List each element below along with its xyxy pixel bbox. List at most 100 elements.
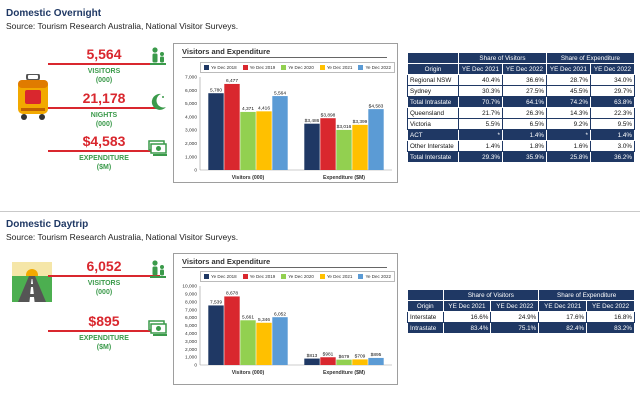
table-row-label: Total Intrastate <box>407 96 459 108</box>
legend-item: Ye Dec 2018 <box>201 63 240 72</box>
table-cell: 29.7% <box>589 85 636 97</box>
table-cell: 1.4% <box>501 129 547 141</box>
legend-label: Ye Dec 2020 <box>288 274 314 279</box>
bar <box>320 118 336 170</box>
overnight-table-body: Regional NSW 40.4% 36.6% 28.7% 34.0% Sydney 30… <box>407 74 636 163</box>
data-label: $3,016 <box>337 124 352 130</box>
table-column-header: YE Dec 2022 <box>589 63 636 75</box>
table-group-header: Share of Expenditure <box>545 52 636 64</box>
kpi-unit: (000) <box>95 121 113 128</box>
table-cell: 17.6% <box>538 311 588 323</box>
suitcase-icon <box>18 74 48 120</box>
kpi-underline <box>48 275 160 277</box>
money-icon <box>148 140 167 156</box>
table-group-header: Share of Expenditure <box>538 289 635 301</box>
table-column-header: YE Dec 2021 <box>538 300 588 312</box>
x-category-label: Expenditure ($M) <box>323 370 365 376</box>
overnight-section-title: Domestic Overnight <box>6 8 102 19</box>
bar <box>304 358 320 365</box>
bar <box>336 129 352 170</box>
table-cell: 75.1% <box>490 322 540 334</box>
daytrip-source-note: Source: Tourism Research Australia, Nati… <box>6 232 239 242</box>
legend-item: Ye Dec 2019 <box>240 272 279 281</box>
legend-label: Ye Dec 2018 <box>211 65 237 70</box>
table-row-label: Sydney <box>407 85 459 97</box>
kpi-unit: ($M) <box>96 344 112 351</box>
bar <box>352 124 368 170</box>
table-cell: 1.4% <box>457 140 503 152</box>
y-tick-label: 2,000 <box>185 347 197 353</box>
data-label: 4,371 <box>242 106 254 112</box>
y-tick-label: 4,000 <box>185 331 197 337</box>
kpi-unit: (000) <box>95 77 113 84</box>
legend-item: Ye Dec 2020 <box>278 63 317 72</box>
kpi-unit: ($M) <box>96 164 112 171</box>
money-icon <box>148 320 167 336</box>
table-cell: 83.4% <box>442 322 492 334</box>
table-column-header: YE Dec 2021 <box>545 63 591 75</box>
kpi-value: 5,564 <box>86 46 122 62</box>
y-tick-label: 1,000 <box>185 355 197 361</box>
table-cell: 83.2% <box>586 322 635 334</box>
daytrip-section-title: Domestic Daytrip <box>6 219 89 230</box>
overnight-source-note: Source: Tourism Research Australia, Nati… <box>6 21 239 31</box>
legend-swatch <box>358 274 364 279</box>
moon-icon <box>151 93 166 110</box>
table-corner-cell <box>407 52 459 64</box>
data-label: 6,477 <box>226 78 238 84</box>
bar <box>224 83 240 170</box>
table-row: Queensland 21.7% 26.3% 14.3% 22.3% <box>407 107 636 119</box>
bar <box>368 109 384 170</box>
legend-swatch <box>204 65 209 70</box>
legend-swatch <box>319 274 325 279</box>
daytrip-table-body: Interstate 16.6% 24.9% 17.6% 16.8% Intrastate… <box>407 311 635 334</box>
y-tick-label: 3,000 <box>185 128 197 134</box>
data-label: $3,898 <box>321 112 336 118</box>
section-divider <box>0 211 640 212</box>
kpi-underline <box>48 63 160 65</box>
table-row: Regional NSW 40.4% 36.6% 28.7% 34.0% <box>407 74 636 86</box>
table-row: Total Intrastate 70.7% 64.1% 74.2% 63.8% <box>407 96 636 108</box>
table-cell: 25.8% <box>545 151 591 163</box>
table-row-label: Queensland <box>407 107 459 119</box>
table-row: Victoria 5.5% 6.5% 9.2% 9.5% <box>407 118 636 130</box>
y-tick-label: 1,000 <box>185 154 197 160</box>
table-row-label: Interstate <box>407 311 444 323</box>
legend-swatch <box>358 65 364 70</box>
kpi-label: NIGHTS <box>90 112 118 119</box>
legend-label: Ye Dec 2022 <box>365 274 392 279</box>
bar <box>224 296 240 365</box>
kpi-underline <box>48 330 160 332</box>
legend-swatch <box>281 274 287 279</box>
x-category-label: Visitors (000) <box>232 370 265 376</box>
table-cell: 9.2% <box>545 118 591 130</box>
table-cell: 36.2% <box>589 151 636 163</box>
kpi-label: VISITORS <box>87 280 121 287</box>
table-row-label: Intrastate <box>407 322 444 334</box>
chart-title-divider <box>182 57 387 58</box>
table-cell: 21.7% <box>457 107 503 119</box>
legend-label: Ye Dec 2018 <box>211 274 237 279</box>
overnight-share-table: Share of Visitors Share of Expenditure O… <box>407 52 636 163</box>
table-cell: 5.5% <box>457 118 503 130</box>
table-cell: 64.1% <box>501 96 547 108</box>
y-tick-label: 0 <box>194 168 197 174</box>
legend-label: Ye Dec 2021 <box>326 274 353 279</box>
table-cell: 9.5% <box>589 118 636 130</box>
table-cell: * <box>545 129 591 141</box>
kpi-underline <box>48 150 160 152</box>
table-cell: 6.5% <box>501 118 547 130</box>
legend-item: Ye Dec 2021 <box>317 272 356 281</box>
table-row-label: Regional NSW <box>407 74 459 86</box>
y-tick-label: 3,000 <box>185 339 197 345</box>
data-label: 5,564 <box>274 90 286 96</box>
table-column-header: Origin <box>407 300 444 312</box>
table-column-header: YE Dec 2022 <box>490 300 540 312</box>
bar <box>256 111 272 170</box>
table-row: Sydney 30.3% 27.5% 45.5% 29.7% <box>407 85 636 97</box>
kpi-value: 21,178 <box>82 90 126 106</box>
data-label: $3,399 <box>353 119 368 125</box>
overnight-visitors-kpi: 5,564 VISITORS (000) <box>48 46 160 85</box>
table-row: Interstate 16.6% 24.9% 17.6% 16.8% <box>407 311 635 323</box>
chart-legend: Ye Dec 2018 Ye Dec 2019 Ye Dec 2020 Ye D… <box>200 62 396 73</box>
